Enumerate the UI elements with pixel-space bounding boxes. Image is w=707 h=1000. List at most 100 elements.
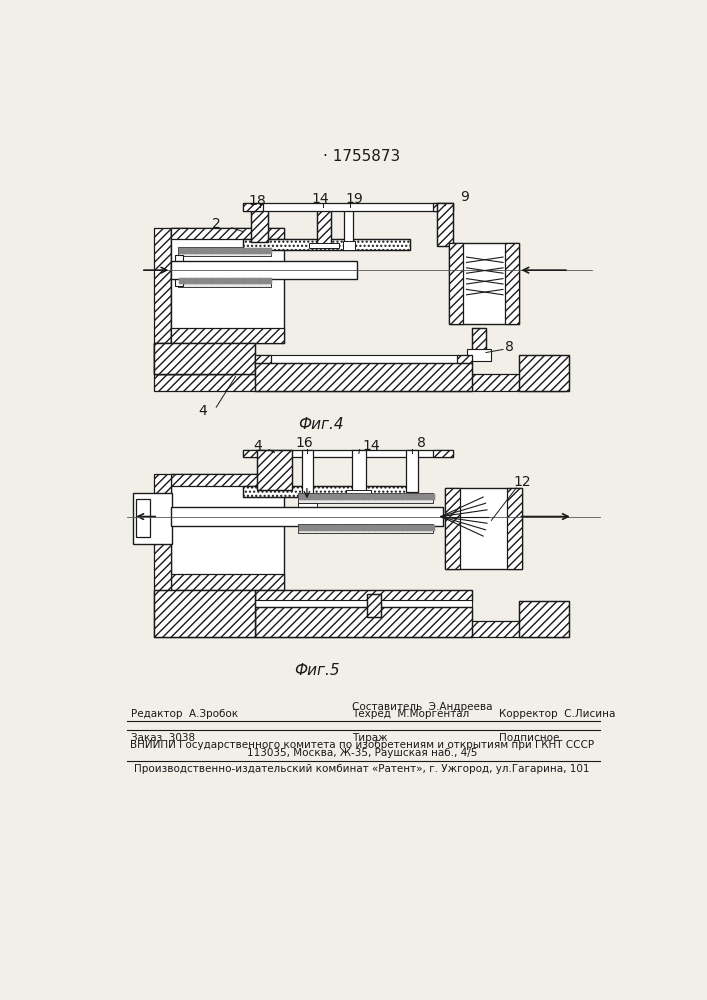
- Bar: [171, 228, 188, 374]
- Bar: [243, 486, 410, 497]
- Bar: [344, 205, 354, 243]
- Bar: [171, 228, 284, 343]
- Bar: [171, 507, 443, 526]
- Bar: [368, 594, 381, 617]
- Bar: [171, 574, 284, 590]
- Bar: [255, 590, 472, 601]
- Bar: [472, 328, 486, 351]
- Bar: [154, 474, 171, 620]
- Bar: [171, 474, 284, 486]
- Bar: [301, 450, 313, 507]
- Text: Заказ  3038: Заказ 3038: [131, 733, 195, 743]
- Bar: [154, 343, 232, 374]
- Text: 12: 12: [513, 475, 531, 489]
- Text: 4: 4: [198, 404, 206, 418]
- Bar: [406, 450, 418, 492]
- Bar: [449, 243, 462, 324]
- Text: Составитель  Э.Андреева: Составитель Э.Андреева: [352, 702, 492, 712]
- Bar: [255, 363, 472, 391]
- Bar: [154, 620, 565, 637]
- Bar: [175, 255, 183, 286]
- Text: Фиг.5: Фиг.5: [294, 663, 340, 678]
- Text: Тираж: Тираж: [352, 733, 387, 743]
- Text: 2: 2: [212, 217, 221, 231]
- Bar: [445, 488, 460, 569]
- Text: Подписное: Подписное: [499, 733, 559, 743]
- Bar: [255, 607, 472, 637]
- Bar: [136, 499, 151, 537]
- Text: Редактор  А.Зробок: Редактор А.Зробок: [131, 709, 238, 719]
- Text: 8: 8: [505, 340, 514, 354]
- Text: Корректор  С.Лисина: Корректор С.Лисина: [499, 709, 616, 719]
- Bar: [154, 374, 565, 391]
- Bar: [251, 205, 268, 242]
- Text: Производственно-издательский комбинат «Pатент», г. Ужгород, ул.Гагарина, 101: Производственно-издательский комбинат «P…: [134, 764, 590, 774]
- Text: 18: 18: [248, 194, 267, 208]
- Text: 19: 19: [345, 192, 363, 206]
- Bar: [243, 450, 452, 457]
- Bar: [243, 239, 410, 250]
- Bar: [171, 261, 357, 279]
- Bar: [518, 355, 569, 391]
- Bar: [177, 247, 271, 256]
- Bar: [518, 601, 569, 637]
- Text: 9: 9: [460, 190, 469, 204]
- Bar: [467, 349, 491, 361]
- Text: 16: 16: [295, 436, 312, 450]
- Bar: [298, 524, 433, 533]
- Bar: [255, 607, 472, 637]
- Text: 4: 4: [253, 439, 262, 453]
- Bar: [298, 503, 317, 510]
- Bar: [171, 228, 284, 239]
- Bar: [317, 205, 331, 247]
- Bar: [343, 241, 355, 250]
- Text: 14: 14: [363, 439, 380, 453]
- Bar: [518, 355, 569, 391]
- Bar: [171, 474, 284, 590]
- Bar: [346, 490, 371, 496]
- Bar: [243, 203, 452, 211]
- Bar: [171, 328, 284, 343]
- Text: Техред  М.Моргентал: Техред М.Моргентал: [352, 709, 469, 719]
- Bar: [255, 600, 472, 609]
- Bar: [243, 239, 410, 250]
- Bar: [154, 228, 171, 374]
- Bar: [257, 450, 292, 490]
- Text: 14: 14: [311, 192, 329, 206]
- Bar: [298, 493, 433, 503]
- Bar: [177, 278, 271, 287]
- Text: ВНИИПИ Государственного комитета по изобретениям и открытиям при ГКНТ СССР: ВНИИПИ Государственного комитета по изоб…: [130, 740, 594, 750]
- Bar: [243, 450, 263, 457]
- Bar: [255, 355, 271, 364]
- Bar: [255, 355, 472, 364]
- Bar: [437, 203, 452, 246]
- Bar: [457, 355, 472, 364]
- Bar: [154, 343, 232, 374]
- Bar: [317, 205, 331, 247]
- Bar: [154, 590, 255, 637]
- Bar: [243, 486, 410, 497]
- Bar: [309, 243, 339, 248]
- Bar: [154, 590, 255, 637]
- Bar: [257, 450, 292, 490]
- Bar: [251, 205, 268, 242]
- Bar: [433, 450, 452, 457]
- Bar: [518, 601, 569, 637]
- Bar: [154, 343, 255, 374]
- Text: 8: 8: [417, 436, 426, 450]
- Text: Фиг.4: Фиг.4: [298, 417, 344, 432]
- Bar: [507, 488, 522, 569]
- Text: · 1755873: · 1755873: [323, 149, 401, 164]
- Bar: [243, 203, 263, 211]
- Bar: [368, 594, 381, 617]
- Bar: [255, 363, 472, 391]
- Bar: [437, 203, 452, 246]
- Bar: [433, 203, 452, 211]
- Bar: [505, 243, 518, 324]
- Bar: [255, 590, 472, 601]
- Bar: [352, 450, 366, 492]
- Bar: [154, 343, 255, 374]
- Bar: [134, 493, 172, 544]
- Bar: [445, 488, 522, 569]
- Bar: [472, 328, 486, 351]
